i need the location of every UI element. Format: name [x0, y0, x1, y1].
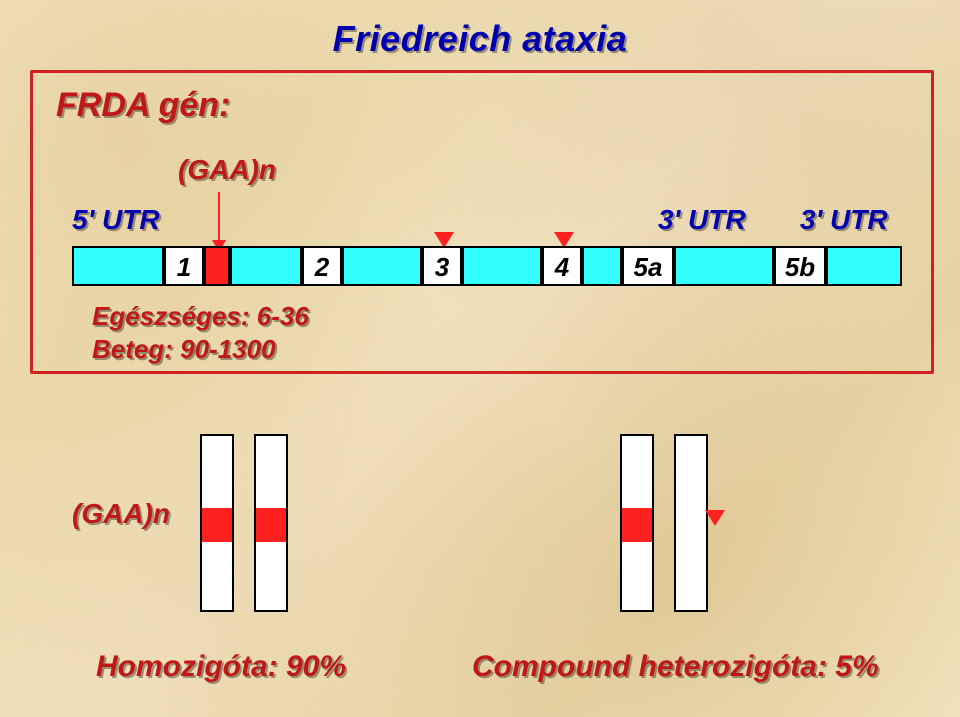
- gene-segment-0: [72, 246, 164, 286]
- repeat-label-lower: (GAA)n: [72, 498, 170, 530]
- gene-structure-bar: 1 2 3 4 5a 5b: [72, 246, 902, 286]
- gene-segment-10: 5a: [622, 246, 674, 286]
- gene-segment-12: 5b: [774, 246, 826, 286]
- expansion-band-icon: [256, 508, 286, 542]
- gene-segment-13: [826, 246, 902, 286]
- gene-segment-8: 4: [542, 246, 582, 286]
- label-3utr-a: 3' UTR: [658, 204, 746, 236]
- expansion-band-icon: [202, 508, 232, 542]
- exon-label-5b: 5b: [776, 252, 824, 283]
- gene-segment-9: [582, 246, 622, 286]
- homozygote-label: Homozigóta: 90%: [96, 650, 346, 684]
- repeat-label-top: (GAA)n: [178, 154, 276, 186]
- gene-segment-1: 1: [164, 246, 204, 286]
- chromosome: [254, 434, 288, 612]
- gene-segment-6: 3: [422, 246, 462, 286]
- slide-title: Friedreich ataxia: [0, 18, 960, 60]
- exon-label-5a: 5a: [624, 252, 672, 283]
- compound-het-label: Compound heterozigóta: 5%: [472, 650, 879, 684]
- range-patient: Beteg: 90-1300: [92, 333, 309, 366]
- gene-segment-7: [462, 246, 542, 286]
- gene-segment-11: [674, 246, 774, 286]
- chromosome: [200, 434, 234, 612]
- gene-segment-2: [204, 246, 230, 286]
- label-5utr: 5' UTR: [72, 204, 160, 236]
- chromosome: [620, 434, 654, 612]
- label-3utr-b: 3' UTR: [800, 204, 888, 236]
- exon-label-1: 1: [166, 252, 202, 283]
- gene-name-label: FRDA gén:: [56, 86, 230, 125]
- expansion-band-icon: [622, 508, 652, 542]
- repeat-ranges: Egészséges: 6-36 Beteg: 90-1300: [92, 300, 309, 365]
- exon-label-3: 3: [424, 252, 460, 283]
- point-mutation-arrow-icon: [705, 510, 725, 526]
- slide-root: Friedreich ataxia FRDA gén: (GAA)n 5' UT…: [0, 0, 960, 717]
- gene-segment-3: [230, 246, 302, 286]
- exon-label-4: 4: [544, 252, 580, 283]
- gene-segment-5: [342, 246, 422, 286]
- range-healthy: Egészséges: 6-36: [92, 300, 309, 333]
- gene-segment-4: 2: [302, 246, 342, 286]
- exon-label-2: 2: [304, 252, 340, 283]
- chromosome: [674, 434, 708, 612]
